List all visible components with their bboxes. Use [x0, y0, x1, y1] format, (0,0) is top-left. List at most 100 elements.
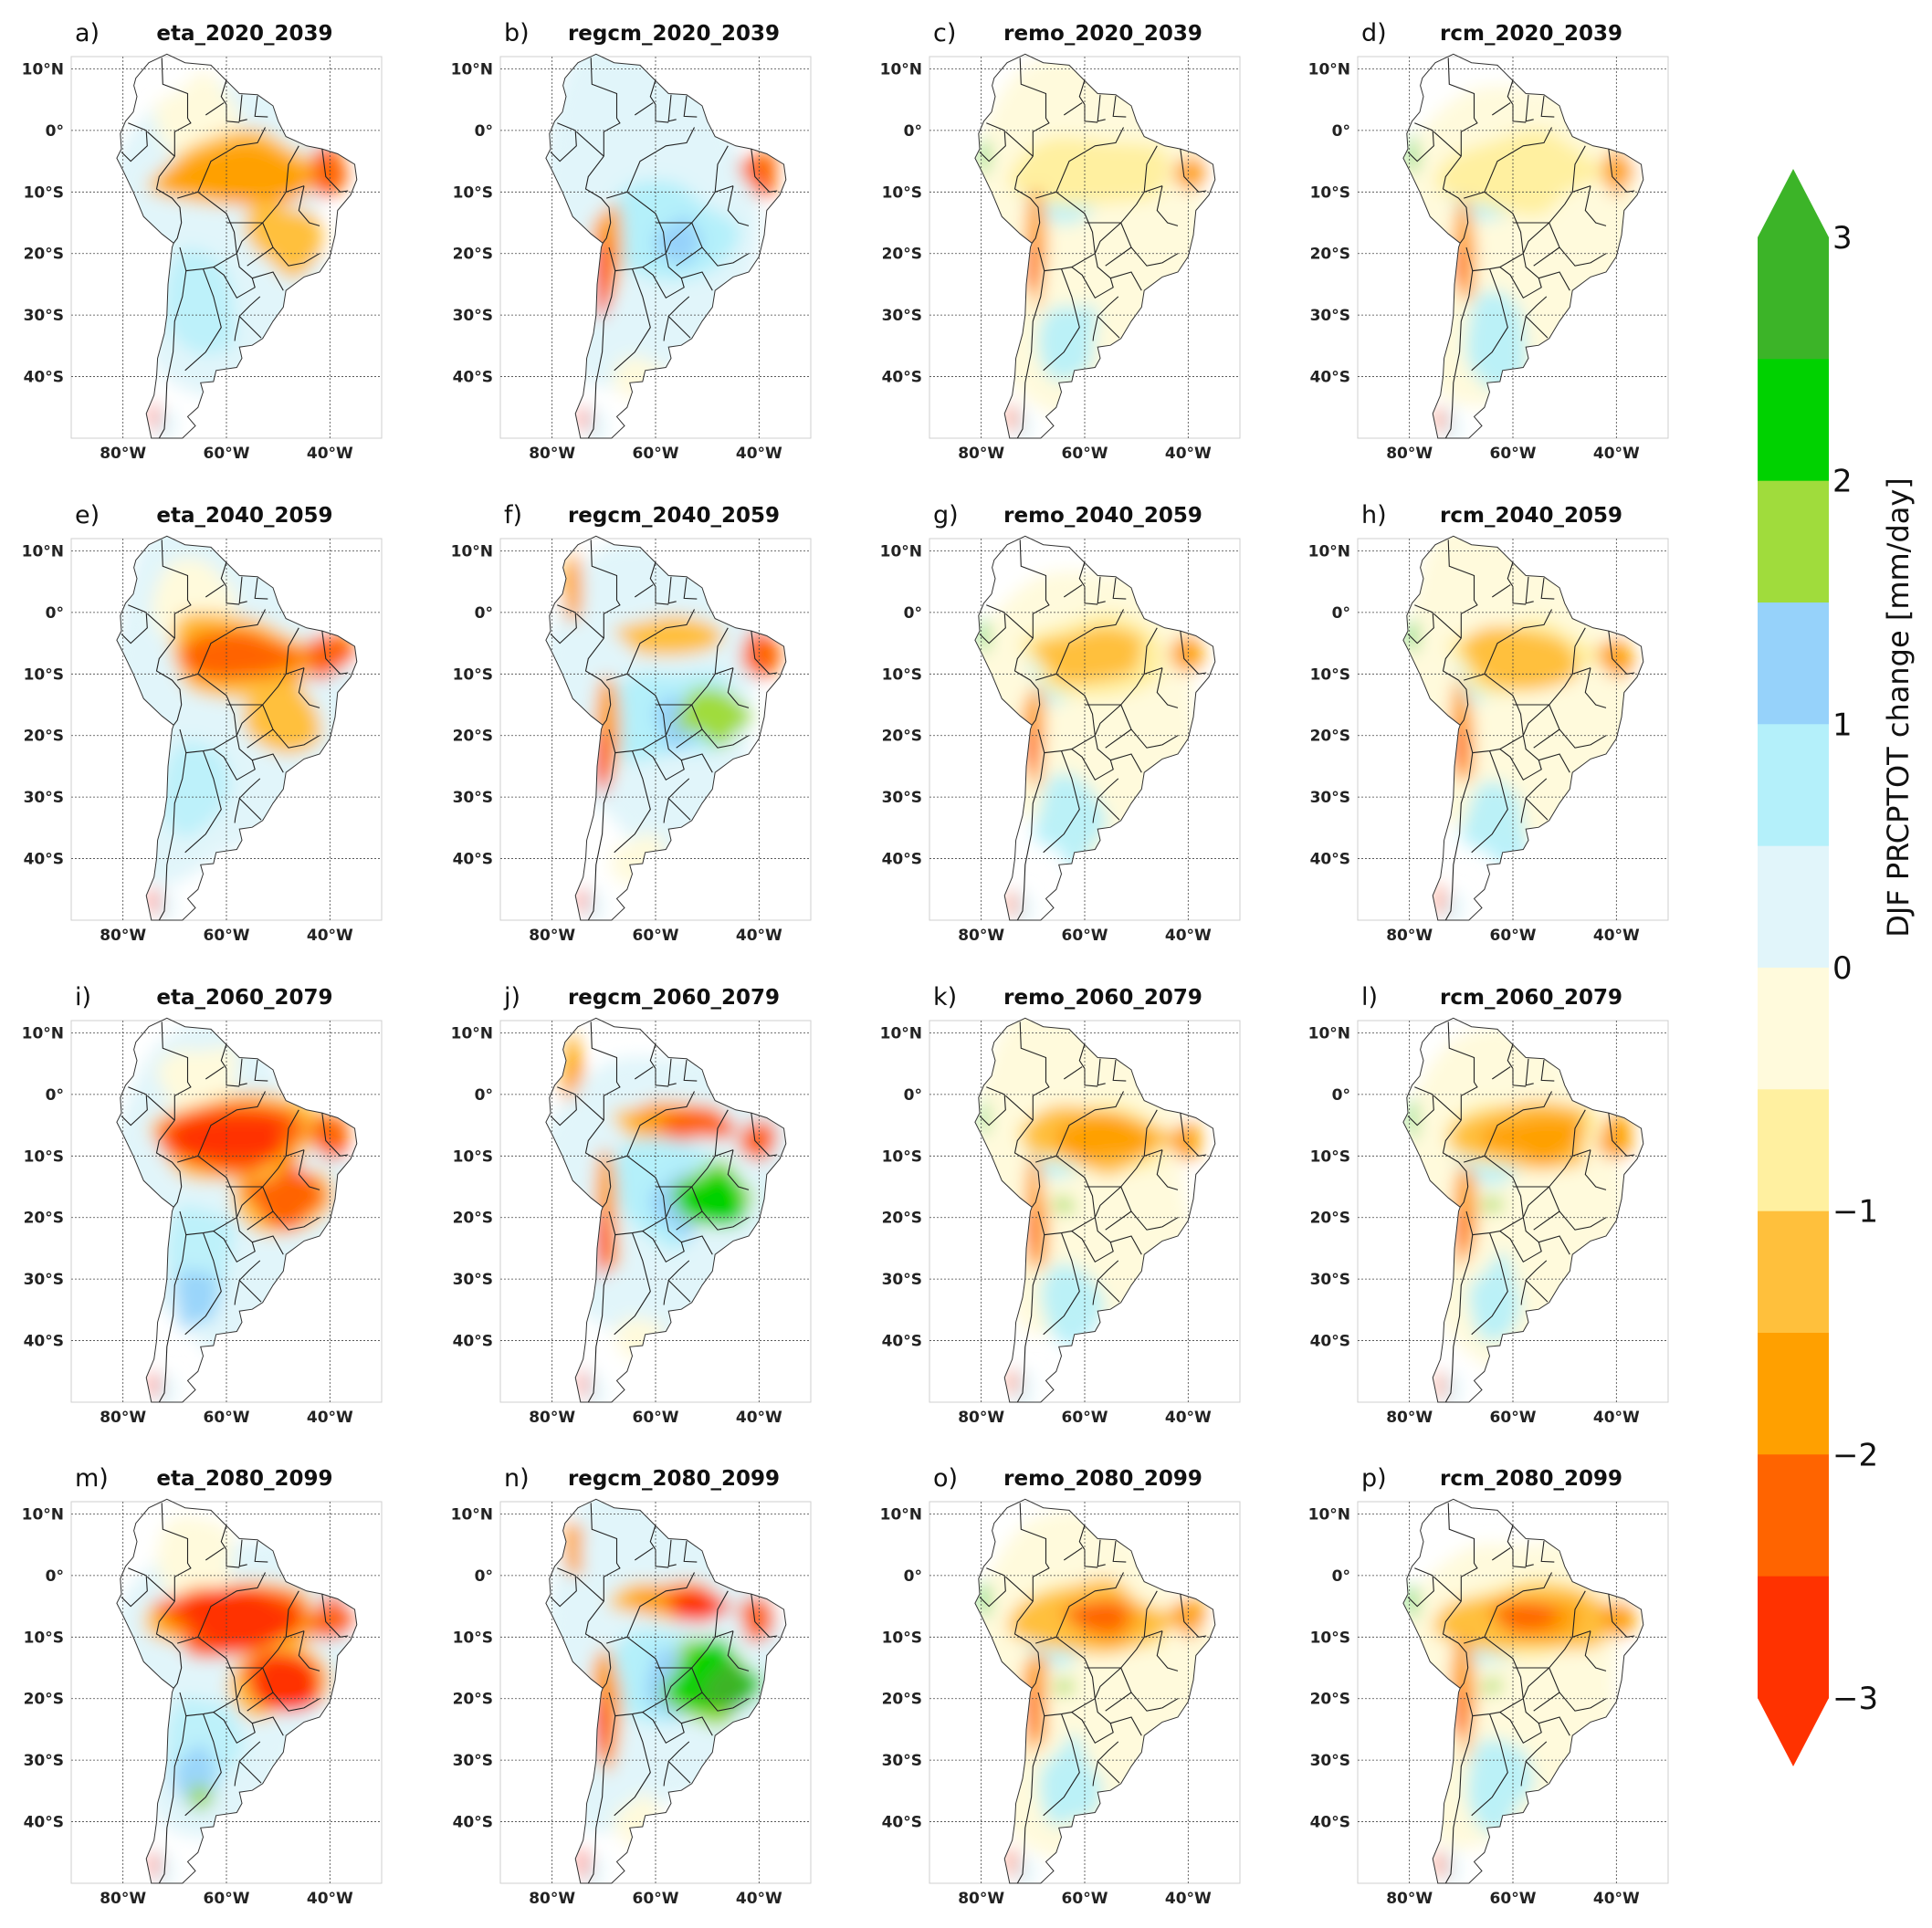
- lat-tick-label: 20°S: [882, 1691, 922, 1709]
- lat-tick-label: 10°N: [880, 60, 922, 79]
- lat-tick-label: 0°: [475, 1567, 493, 1586]
- panel-title: remo_2060_2079: [1003, 986, 1202, 1010]
- anomaly-region: [1406, 621, 1417, 652]
- panel-l: 10°N 0° 10°S 20°S 30°S 40°S 80°W 60°W 40°W l) rcm_…: [1308, 983, 1669, 1427]
- lat-tick-label: 30°S: [24, 789, 64, 807]
- lon-tick-label: 60°W: [1490, 1890, 1537, 1908]
- coastline: [1402, 1017, 1644, 1403]
- anomaly-region: [584, 1368, 605, 1403]
- panel-title: eta_2040_2059: [156, 504, 332, 528]
- coastline: [545, 1498, 787, 1884]
- lat-tick-label: 10°N: [880, 542, 922, 561]
- lat-tick-label: 0°: [475, 604, 493, 623]
- anomaly-region: [675, 1169, 746, 1227]
- lat-tick-label: 20°S: [24, 1691, 64, 1709]
- lat-tick-label: 10°N: [1308, 542, 1350, 561]
- lat-tick-label: 10°N: [1308, 60, 1350, 79]
- lon-tick-label: 40°W: [307, 927, 353, 945]
- anomaly-region: [579, 406, 588, 434]
- lat-tick-label: 0°: [1332, 1567, 1350, 1586]
- anomaly-region: [310, 1114, 349, 1160]
- country-borders: [550, 1022, 778, 1403]
- panel-title: eta_2020_2039: [156, 22, 332, 46]
- lat-tick-label: 10°S: [24, 183, 64, 202]
- country-borders: [121, 1022, 349, 1403]
- lon-tick-label: 80°W: [958, 927, 1004, 945]
- anomaly-region: [562, 551, 583, 623]
- anomaly-region: [614, 615, 724, 656]
- anomaly-region: [1598, 1602, 1636, 1638]
- lon-tick-label: 60°W: [1490, 927, 1537, 945]
- anomaly-region: [1440, 892, 1464, 921]
- lon-tick-label: 80°W: [100, 927, 146, 945]
- panel-letter: f): [504, 501, 522, 529]
- lat-tick-label: 0°: [46, 604, 64, 623]
- lon-tick-label: 60°W: [204, 927, 250, 945]
- panel-i: 10°N 0° 10°S 20°S 30°S 40°S 80°W 60°W 40°W i) eta_…: [22, 983, 383, 1427]
- lat-tick-label: 10°N: [22, 1024, 64, 1043]
- anomaly-region: [1481, 1116, 1585, 1164]
- panel-letter: o): [933, 1464, 958, 1493]
- lon-tick-label: 80°W: [1386, 445, 1433, 463]
- lat-tick-label: 30°S: [24, 1271, 64, 1289]
- panel-title: remo_2080_2099: [1003, 1467, 1202, 1491]
- colorbar-top-arrow: [1758, 169, 1829, 237]
- lon-tick-label: 40°W: [736, 1409, 782, 1427]
- lon-tick-label: 60°W: [204, 1890, 250, 1908]
- lat-tick-label: 20°S: [1310, 1691, 1350, 1709]
- graticule: [71, 1502, 382, 1883]
- anomaly-region: [1440, 404, 1461, 439]
- panel-title: regcm_2060_2079: [568, 986, 780, 1010]
- anomaly-region: [177, 1587, 302, 1650]
- panel-c: 10°N 0° 10°S 20°S 30°S 40°S 80°W 60°W 40°W c) remo…: [880, 19, 1241, 463]
- lat-tick-label: 10°N: [880, 1024, 922, 1043]
- lon-tick-label: 80°W: [529, 445, 575, 463]
- colorbar-cell: [1758, 359, 1829, 482]
- lat-tick-label: 30°S: [1310, 789, 1350, 807]
- anomaly-region: [1465, 290, 1528, 392]
- panel-letter: h): [1361, 501, 1387, 529]
- colorbar-cell: [1758, 1333, 1829, 1455]
- lon-tick-label: 40°W: [1165, 1409, 1212, 1427]
- lon-tick-label: 80°W: [100, 1890, 146, 1908]
- anomaly-region: [738, 1120, 778, 1162]
- lon-tick-label: 40°W: [1593, 1409, 1640, 1427]
- lat-tick-label: 0°: [46, 1567, 64, 1586]
- panel-title: rcm_2020_2039: [1440, 22, 1622, 46]
- graticule: [1358, 539, 1668, 920]
- anomaly-region: [1066, 1600, 1132, 1632]
- anomaly-region: [1007, 403, 1017, 433]
- lat-tick-label: 0°: [46, 122, 64, 141]
- lat-tick-label: 30°S: [882, 307, 922, 325]
- anomaly-region: [1481, 1678, 1503, 1693]
- lat-tick-label: 40°S: [1310, 1333, 1350, 1351]
- lon-tick-label: 60°W: [1490, 445, 1537, 463]
- panel-j: 10°N 0° 10°S 20°S 30°S 40°S 80°W 60°W 40°W j) regc…: [451, 983, 812, 1427]
- panel-n: 10°N 0° 10°S 20°S 30°S 40°S 80°W 60°W 40°W n) regc…: [451, 1464, 812, 1908]
- lat-tick-label: 40°S: [1310, 369, 1350, 387]
- panel-letter: n): [504, 1464, 530, 1493]
- lon-tick-label: 60°W: [633, 1890, 679, 1908]
- lon-tick-label: 60°W: [1062, 445, 1108, 463]
- anomaly-region: [1039, 1734, 1103, 1826]
- lon-tick-label: 80°W: [1386, 927, 1433, 945]
- anomaly-region: [562, 1032, 584, 1103]
- lat-tick-label: 10°S: [453, 665, 493, 684]
- anomaly-region: [578, 887, 587, 917]
- coastline: [974, 53, 1216, 439]
- anomaly-region: [240, 1165, 325, 1231]
- country-borders: [979, 1022, 1207, 1403]
- anomaly-region: [666, 1588, 726, 1622]
- lat-tick-label: 40°S: [882, 851, 922, 869]
- colorbar-tick-label: −1: [1832, 1194, 1878, 1231]
- panel-title: rcm_2060_2079: [1440, 986, 1622, 1010]
- lon-tick-label: 80°W: [529, 1890, 575, 1908]
- lat-tick-label: 30°S: [453, 1271, 493, 1289]
- graticule: [71, 1021, 382, 1402]
- graticule: [1358, 1502, 1668, 1883]
- lat-tick-label: 40°S: [453, 369, 493, 387]
- lon-tick-label: 80°W: [100, 1409, 146, 1427]
- lat-tick-label: 0°: [475, 122, 493, 141]
- lat-tick-label: 10°N: [451, 60, 493, 79]
